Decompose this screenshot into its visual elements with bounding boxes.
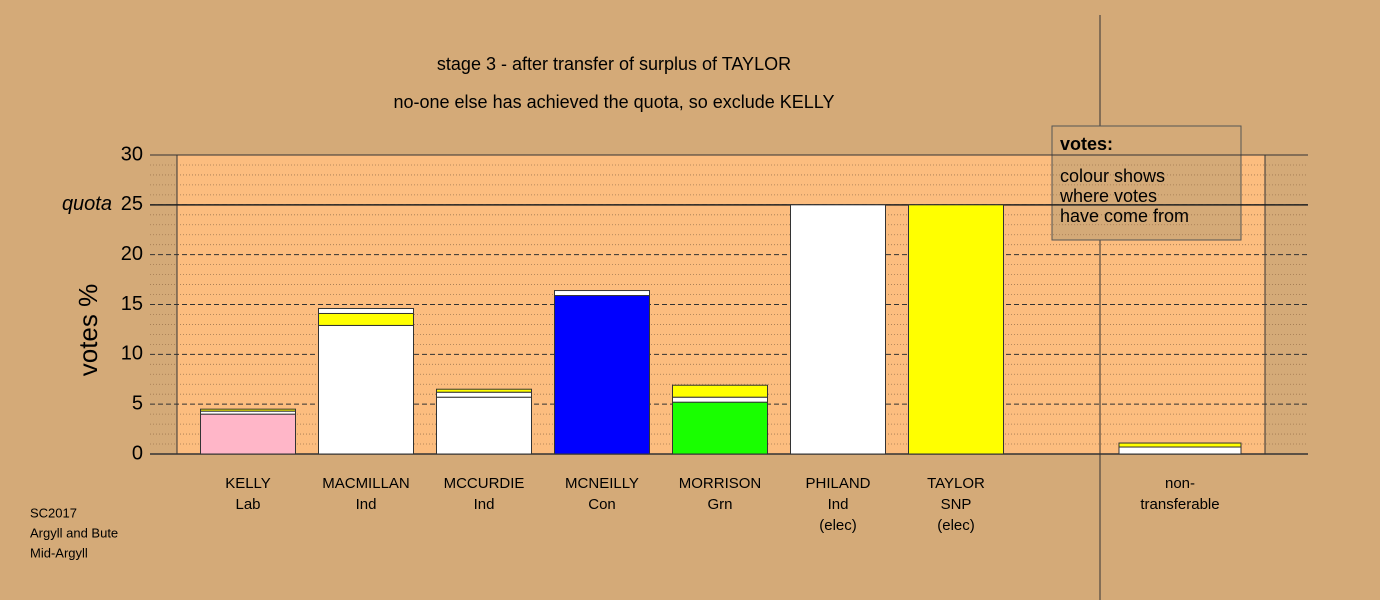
bar-segment xyxy=(200,408,296,412)
footnote: SC2017 xyxy=(30,505,77,520)
y-tick-label: 5 xyxy=(132,392,143,414)
legend-text: have come from xyxy=(1060,206,1189,226)
x-tick-label: Con xyxy=(588,496,616,513)
x-tick-label: Ind xyxy=(474,496,495,513)
y-tick-label: 0 xyxy=(132,442,143,464)
bar-segment xyxy=(436,388,532,393)
y-tick-label: 20 xyxy=(121,243,143,265)
bar-segment xyxy=(318,312,414,326)
x-tick-label: PHILAND xyxy=(805,475,870,492)
x-tick-label: MCNEILLY xyxy=(565,475,639,492)
chart-title: stage 3 - after transfer of surplus of T… xyxy=(437,54,791,74)
bar-segment xyxy=(318,307,414,314)
bar-segment xyxy=(908,204,1004,455)
x-tick-label: SNP xyxy=(941,496,972,513)
bar-segment xyxy=(436,391,532,398)
x-tick-label: MACMILLAN xyxy=(322,475,410,492)
chart-subtitle: no-one else has achieved the quota, so e… xyxy=(394,92,835,112)
y-tick-label: 10 xyxy=(121,343,143,365)
x-tick-label: Grn xyxy=(707,496,732,513)
bar-segment xyxy=(672,384,768,398)
bar-segment xyxy=(200,413,296,455)
quota-label: quota xyxy=(62,193,112,215)
x-tick-label: transferable xyxy=(1140,496,1219,513)
bar-segment xyxy=(1118,442,1242,448)
x-tick-label: (elec) xyxy=(819,517,857,534)
bar-segment xyxy=(318,324,414,455)
y-tick-label: 25 xyxy=(121,193,143,215)
y-axis-label: votes % xyxy=(73,284,103,377)
x-tick-label: TAYLOR xyxy=(927,475,985,492)
x-tick-label: (elec) xyxy=(937,517,975,534)
x-tick-label: KELLY xyxy=(225,475,271,492)
legend-text: where votes xyxy=(1059,186,1157,206)
y-tick-label: 15 xyxy=(121,293,143,315)
x-tick-label: non- xyxy=(1165,475,1195,492)
x-tick-label: Lab xyxy=(235,496,260,513)
bar-segment xyxy=(672,401,768,455)
x-tick-label: MORRISON xyxy=(679,475,762,492)
x-tick-label: Ind xyxy=(356,496,377,513)
legend-title: votes: xyxy=(1060,134,1113,154)
x-tick-label: MCCURDIE xyxy=(444,475,525,492)
bar-segment xyxy=(554,295,650,455)
bar-segment xyxy=(672,396,768,403)
y-tick-label: 30 xyxy=(121,143,143,165)
x-tick-label: Ind xyxy=(828,496,849,513)
footnote: Mid-Argyll xyxy=(30,545,88,560)
legend-box xyxy=(1051,125,1242,241)
legend-text: colour shows xyxy=(1060,166,1165,186)
bar-segment xyxy=(790,204,886,455)
bar-segment xyxy=(554,290,650,297)
footnote: Argyll and Bute xyxy=(30,525,118,540)
bar-segment xyxy=(436,396,532,455)
bar-segment xyxy=(1118,446,1242,455)
